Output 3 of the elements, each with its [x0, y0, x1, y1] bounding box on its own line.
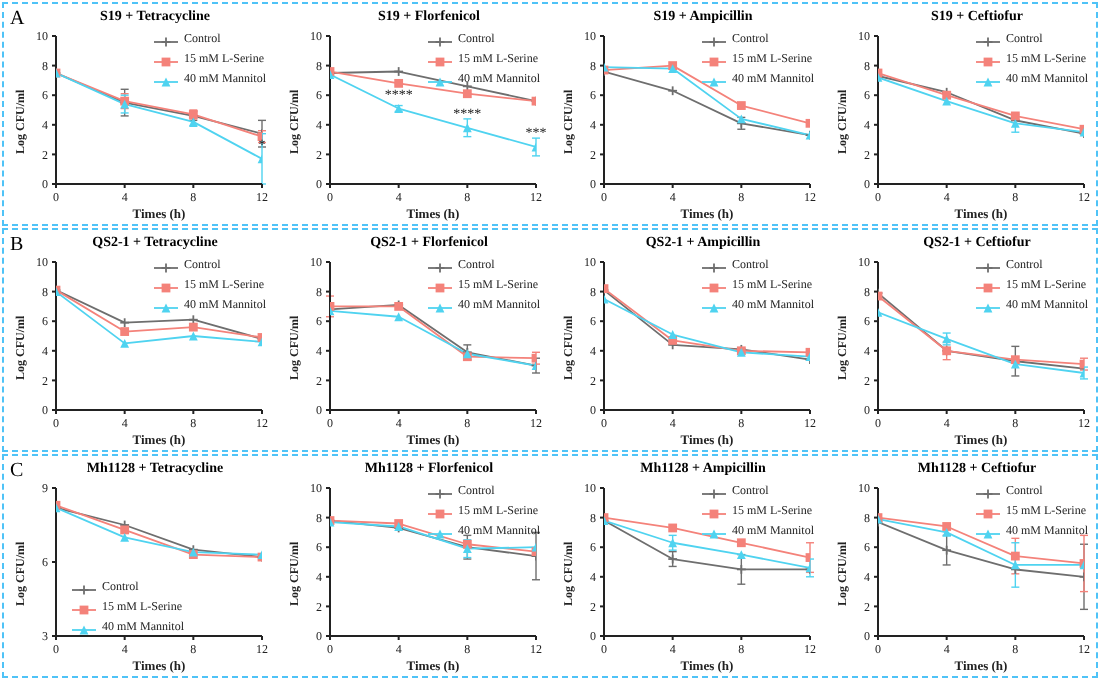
text: B [10, 234, 24, 256]
text: C [10, 460, 24, 482]
text: A [10, 8, 25, 30]
